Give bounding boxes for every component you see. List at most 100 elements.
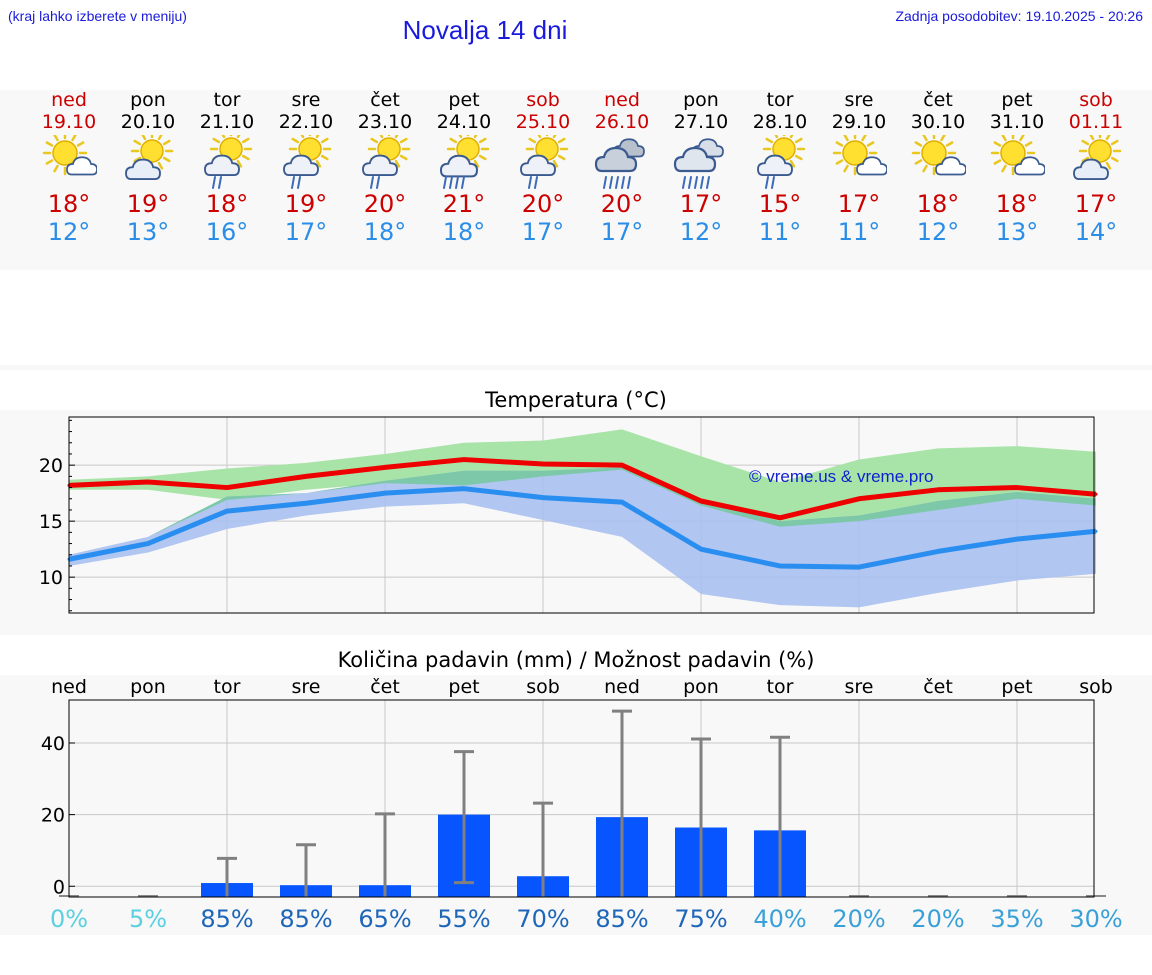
day-name: ned: [51, 89, 87, 111]
day-column: čet 23.10 20° 18°: [346, 90, 425, 246]
max-temperature-line: [68, 457, 1097, 521]
y-tick-label: 0: [53, 876, 65, 898]
day-column: pet 24.10 21° 18°: [425, 90, 504, 246]
precipitation-day-label: tor: [766, 676, 794, 698]
precipitation-probability: 70%: [516, 905, 570, 933]
min-temperature-point: [778, 564, 782, 568]
precipitation-probability: 85%: [595, 905, 649, 933]
precipitation-day-label: ned: [604, 676, 640, 698]
y-tick-label: 40: [41, 733, 65, 755]
day-column: čet 30.10 18° 12°: [899, 90, 978, 246]
day-date: 28.10: [752, 111, 808, 133]
day-date: 30.10: [910, 111, 966, 133]
sun-cloud-icon: [30, 134, 109, 192]
day-name: pet: [448, 89, 480, 111]
max-temperature-point: [304, 474, 308, 478]
max-temperature: 19°: [284, 190, 328, 218]
cloud-heavy-rain-icon: [662, 134, 741, 192]
min-temperature: 17°: [284, 218, 328, 246]
precipitation-day-label: tor: [213, 676, 241, 698]
max-temperature-point: [778, 516, 782, 520]
day-date: 29.10: [831, 111, 887, 133]
day-column: tor 21.10 18° 16°: [188, 90, 267, 246]
max-temperature: 18°: [205, 190, 249, 218]
precipitation-probability: 75%: [674, 905, 728, 933]
min-temperature: 17°: [521, 218, 565, 246]
temperature-chart-title: Temperatura (°C): [485, 388, 667, 412]
precipitation-probability: 30%: [1069, 905, 1123, 933]
max-temperature: 18°: [916, 190, 960, 218]
precipitation-day-label: pon: [683, 676, 719, 698]
min-temperature-point: [620, 500, 624, 504]
max-temperature: 17°: [679, 190, 723, 218]
max-temperature-point: [146, 480, 150, 484]
precipitation-probability: 85%: [279, 905, 333, 933]
day-name: sre: [844, 89, 874, 111]
min-temperature: 13°: [126, 218, 170, 246]
day-name: sre: [291, 89, 321, 111]
last-updated: Zadnja posodobitev: 19.10.2025 - 20:26: [895, 8, 1143, 24]
y-tick-label: 20: [39, 455, 63, 477]
min-temperature-point: [225, 509, 229, 513]
max-temperature: 19°: [126, 190, 170, 218]
day-name: sob: [526, 89, 560, 111]
min-temperature-point: [936, 549, 940, 553]
day-date: 23.10: [357, 111, 413, 133]
day-name: pon: [130, 89, 166, 111]
sun-cloud-icon: [820, 134, 899, 192]
max-temperature-point: [620, 463, 624, 467]
precipitation-probability: 20%: [911, 905, 965, 933]
day-date: 24.10: [436, 111, 492, 133]
precipitation-probability: 35%: [990, 905, 1044, 933]
min-temperature: 12°: [679, 218, 723, 246]
day-name: tor: [766, 89, 794, 111]
spacer-band: [0, 365, 1152, 370]
day-date: 20.10: [120, 111, 176, 133]
day-column: sre 22.10 19° 17°: [267, 90, 346, 246]
day-column: sob 25.10 20° 17°: [504, 90, 583, 246]
sun-cloud-rain-icon: [741, 134, 820, 192]
min-temperature-point: [541, 496, 545, 500]
day-name: ned: [604, 89, 640, 111]
plot-frame: [68, 699, 1095, 898]
y-tick-label: 15: [39, 511, 63, 533]
day-name: sob: [1079, 89, 1113, 111]
precipitation-probability: 5%: [128, 905, 168, 933]
max-temperature: 20°: [600, 190, 644, 218]
min-temperature-point: [462, 487, 466, 491]
precipitation-day-label: čet: [923, 676, 953, 698]
day-name: tor: [213, 89, 241, 111]
day-name: pon: [683, 89, 719, 111]
sun-cloud-rain-icon: [504, 134, 583, 192]
day-name: čet: [923, 89, 953, 111]
precipitation-day-label: sre: [844, 676, 874, 698]
day-date: 31.10: [989, 111, 1045, 133]
dark-cloud-heavy-rain-icon: [583, 134, 662, 192]
day-date: 21.10: [199, 111, 255, 133]
max-temperature-point: [936, 488, 940, 492]
sun-cloud-rain-icon: [346, 134, 425, 192]
day-column: pon 20.10 19° 13°: [109, 90, 188, 246]
precipitation-chart: 0 20 40: [41, 699, 1106, 898]
min-temperature: 11°: [758, 218, 802, 246]
max-temperature: 20°: [521, 190, 565, 218]
day-column: ned 26.10 20° 17°: [583, 90, 662, 246]
cloud-sun-icon: [1057, 134, 1136, 192]
day-column: sob 01.11 17° 14°: [1057, 90, 1136, 246]
cloud-sun-icon: [109, 134, 188, 192]
max-temperature-point: [462, 458, 466, 462]
max-temperature-point: [541, 462, 545, 466]
day-column: tor 28.10 15° 11°: [741, 90, 820, 246]
precipitation-day-label: pon: [130, 676, 166, 698]
precipitation-day-label: čet: [370, 676, 400, 698]
max-temperature-point: [225, 486, 229, 490]
min-temperature: 12°: [47, 218, 91, 246]
max-temperature-point: [1015, 486, 1019, 490]
precipitation-day-label: ned: [51, 676, 87, 698]
min-temperature: 17°: [600, 218, 644, 246]
min-temperature: 13°: [995, 218, 1039, 246]
sun-cloud-heavy-rain-icon: [425, 134, 504, 192]
min-temperature-point: [699, 547, 703, 551]
max-temperature: 15°: [758, 190, 802, 218]
day-column: pet 31.10 18° 13°: [978, 90, 1057, 246]
